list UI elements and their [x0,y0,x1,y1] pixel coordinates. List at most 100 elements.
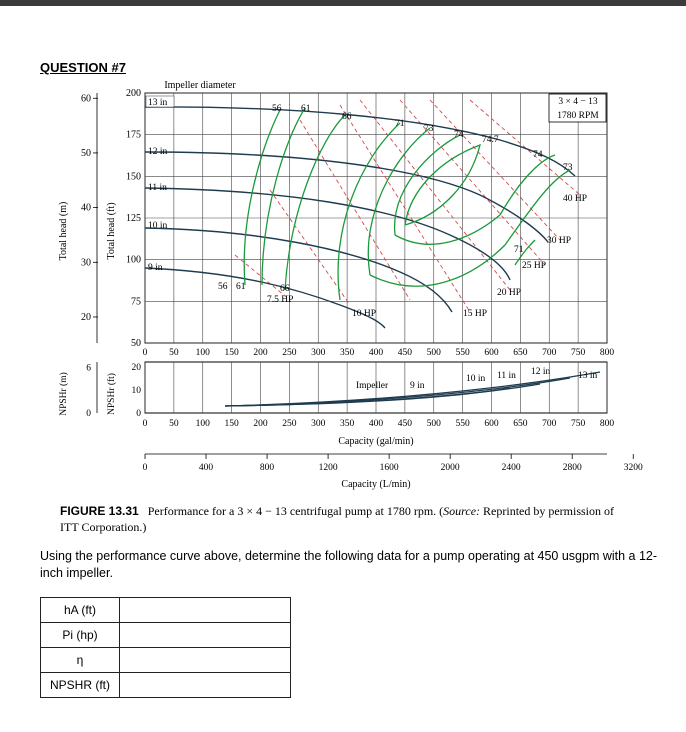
gpm-ticks-top: 0 50 100 150 200 250 300 350 400 450 500 550 600 650 7… [143,348,615,358]
caption-source-label: Source: [443,504,481,518]
top-bar [0,0,686,6]
gpm-tick: 550 [456,348,471,358]
lpm-tick: 3200 [624,463,643,473]
impeller-curve-11in [144,187,511,281]
question-prompt: Using the performance curve above, deter… [40,549,658,580]
eff-label-66-low: 66 [280,284,290,294]
gpm-tick: 800 [600,348,615,358]
head-m-tick: 30 [81,257,91,268]
power-label-20hp: 20 HP [497,288,521,298]
answer-cell-pi[interactable] [119,622,291,648]
table-row: NPSHR (ft) [40,672,291,698]
answer-cell-eta[interactable] [119,647,291,673]
npsh-curve-11in [224,377,571,407]
npsh-ft-ticks: 20 10 0 [132,363,142,419]
gpm-tick: 150 [225,348,240,358]
gpm-tick: 200 [253,419,268,429]
npsh-m-ticks: 60 [86,362,98,419]
efficiency-curve-73-right [504,169,571,246]
impeller-label-10in: 10 in [148,221,168,231]
caption-text: Performance for a 3 × 4 − 13 centrifugal… [147,504,444,518]
gpm-tick: 400 [369,348,384,358]
efficiency-curve-66 [284,114,346,291]
lpm-tick: 1600 [380,463,399,473]
table-row: Pi (hp) [40,622,291,648]
head-ft-tick: 100 [126,255,141,266]
eff-label-61-low: 61 [236,282,246,292]
row-label-ha: hA (ft) [40,597,120,623]
efficiency-curve-74 [394,134,501,245]
eff-label-73: 73 [424,124,434,134]
power-label-7-5hp: 7.5 HP [267,295,293,305]
gpm-ticks-bottom: 0 50 100 150 200 250 300 350 400 450 500 550 600 650 7… [143,419,615,429]
gpm-tick: 150 [225,419,240,429]
impeller-curve-12in [144,151,549,243]
head-grid-horizontal [145,92,607,344]
power-labels: 7.5 HP 10 HP 15 HP 20 HP 25 HP 30 HP 40 … [267,194,587,319]
y-axis-ft-label: Total head (ft) [106,202,117,259]
efficiency-curve-74-7 [404,143,481,226]
model-rpm: 1780 RPM [557,111,599,121]
gpm-tick: 600 [484,348,499,358]
answer-cell-ha[interactable] [119,597,291,623]
answer-cell-npshr[interactable] [119,672,291,698]
efficiency-curve-74-right [499,154,556,216]
row-label-npshr: NPSHR (ft) [40,672,120,698]
lpm-tick: 2000 [441,463,460,473]
head-ft-tick: 175 [126,130,141,141]
row-label-eta: η [40,647,120,673]
head-axes-labels: Total head (m) Total head (ft) Impeller … [58,80,236,260]
table-row: η [40,647,291,673]
impeller-label-12in: 12 in [148,147,168,157]
eff-label-61: 61 [301,104,311,114]
gpm-tick: 350 [340,419,355,429]
gpm-tick: 400 [369,419,384,429]
head-m-tick: 60 [81,93,91,104]
power-label-15hp: 15 HP [463,309,487,319]
npsh-ft-tick: 0 [136,409,141,419]
impeller-curves [144,106,576,329]
gpm-tick: 650 [513,419,528,429]
gpm-tick: 0 [143,348,148,358]
npsh-ft-label: NPSHr (ft) [106,373,117,415]
efficiency-curve-56 [243,109,281,286]
gpm-tick: 100 [196,348,211,358]
efficiency-curve-71 [337,122,401,301]
impeller-curve-10in [144,227,453,313]
eff-label-66: 66 [342,112,352,122]
gpm-tick: 200 [253,348,268,358]
impeller-diameter-label: Impeller diameter [164,80,236,91]
efficiency-labels: 56 61 66 71 73 74 74.7 74 73 71 56 61 66 [218,104,573,294]
npsh-label-9in: 9 in [410,381,425,391]
gpm-tick: 300 [311,348,326,358]
npsh-curves [224,371,601,407]
x-axis-gpm-label: Capacity (gal/min) [338,436,413,447]
impeller-label-9in: 9 in [148,263,163,273]
npsh-ft-tick: 10 [132,386,142,396]
lpm-tick: 0 [143,463,148,473]
power-lines [234,99,581,313]
gpm-tick: 250 [282,348,297,358]
impeller-labels: 13 in 12 in 11 in 10 in 9 in [145,95,175,273]
npsh-label-13in: 13 in [578,371,598,381]
eff-label-56-low: 56 [218,282,228,292]
gpm-tick: 750 [571,419,586,429]
gpm-tick: 800 [600,419,615,429]
head-ft-tick: 125 [126,213,141,224]
head-m-ticks: 60 50 40 30 20 [81,93,98,343]
caption-source-text: Reprinted by permission of ITT Corporati… [60,504,615,534]
model-size: 3 × 4 − 13 [558,97,597,107]
eff-label-71: 71 [395,119,405,129]
gpm-tick: 500 [427,348,442,358]
gpm-tick: 100 [196,419,211,429]
gpm-tick: 600 [484,419,499,429]
x-axis-lpm-label: Capacity (L/min) [341,479,410,490]
lpm-tick: 800 [260,463,275,473]
lpm-tick: 1200 [319,463,338,473]
eff-label-56: 56 [272,104,282,114]
head-ft-tick: 150 [126,171,141,182]
eff-label-74-right: 74 [533,150,543,160]
npsh-label-10in: 10 in [466,374,486,384]
gpm-tick: 350 [340,348,355,358]
head-m-tick: 50 [81,148,91,159]
